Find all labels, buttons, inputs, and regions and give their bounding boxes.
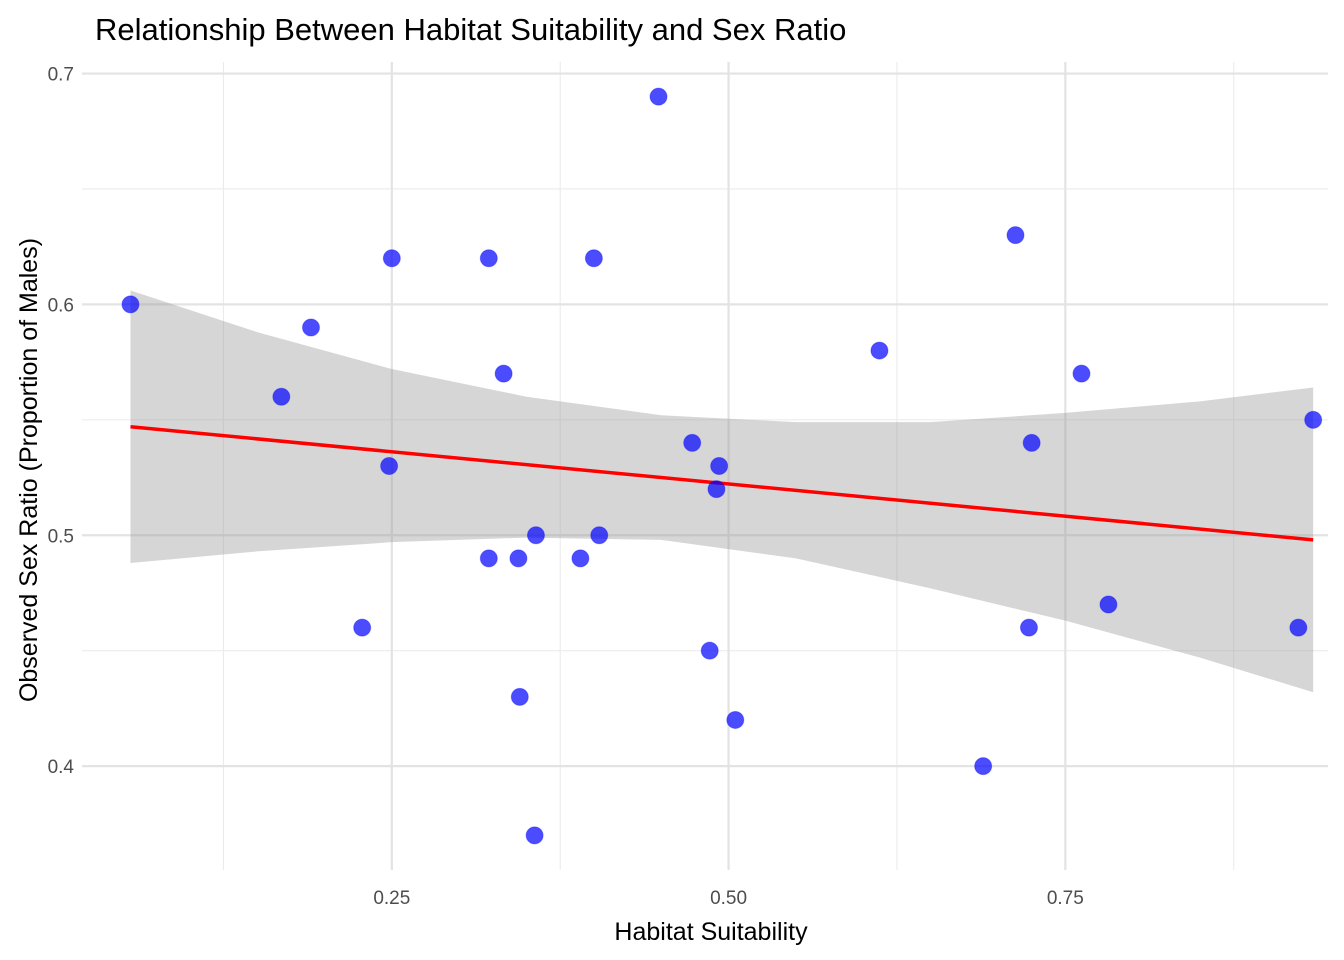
data-point-21 bbox=[726, 710, 745, 729]
grid bbox=[82, 62, 1328, 870]
data-point-22 bbox=[870, 341, 889, 360]
x-axis-title: Habitat Suitability bbox=[614, 918, 808, 946]
data-point-9 bbox=[509, 549, 528, 568]
y-tick-label-0: 0.4 bbox=[48, 757, 75, 778]
data-point-27 bbox=[1072, 364, 1091, 383]
y-tick-label-2: 0.6 bbox=[48, 295, 74, 316]
data-point-4 bbox=[380, 457, 399, 475]
data-point-30 bbox=[1304, 410, 1323, 429]
data-point-5 bbox=[382, 249, 401, 268]
data-point-15 bbox=[590, 526, 609, 545]
data-point-2 bbox=[301, 318, 320, 337]
data-point-24 bbox=[1006, 226, 1025, 245]
data-point-20 bbox=[710, 457, 729, 475]
y-axis-title: Observed Sex Ratio (Proportion of Males) bbox=[15, 238, 43, 702]
x-tick-label-0: 0.25 bbox=[373, 888, 410, 909]
data-point-10 bbox=[510, 687, 529, 706]
data-point-3 bbox=[353, 618, 372, 637]
data-point-25 bbox=[1019, 618, 1038, 637]
data-point-13 bbox=[571, 549, 590, 568]
data-point-12 bbox=[525, 826, 544, 845]
data-point-14 bbox=[584, 249, 603, 268]
x-tick-label-1: 0.50 bbox=[710, 888, 747, 909]
chart-title: Relationship Between Habitat Suitability… bbox=[95, 12, 846, 47]
data-point-18 bbox=[700, 641, 719, 660]
data-point-19 bbox=[707, 480, 726, 499]
tick-labels: 0.25 0.50 0.75 0.4 0.5 0.6 0.7 bbox=[48, 65, 1084, 909]
data-point-1 bbox=[272, 387, 291, 406]
data-point-6 bbox=[479, 249, 498, 268]
data-point-17 bbox=[683, 433, 702, 452]
data-point-16 bbox=[649, 87, 668, 106]
y-tick-label-1: 0.5 bbox=[48, 526, 74, 547]
x-tick-label-2: 0.75 bbox=[1047, 888, 1084, 909]
data-point-11 bbox=[526, 526, 545, 545]
data-point-0 bbox=[121, 295, 140, 314]
data-point-26 bbox=[1022, 433, 1041, 452]
y-tick-label-3: 0.7 bbox=[48, 65, 74, 86]
data-point-29 bbox=[1289, 618, 1308, 637]
points-layer bbox=[121, 87, 1323, 845]
data-point-8 bbox=[494, 364, 513, 383]
data-point-23 bbox=[974, 757, 993, 776]
data-point-7 bbox=[479, 549, 498, 568]
data-point-28 bbox=[1099, 595, 1118, 614]
